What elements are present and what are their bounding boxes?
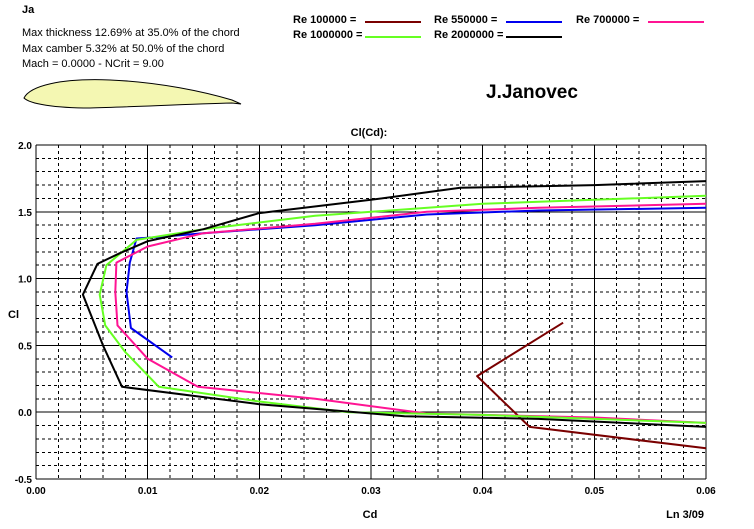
thickness-info: Max thickness 12.69% at 35.0% of the cho… xyxy=(22,27,240,39)
x-tick-label: 0.05 xyxy=(585,486,605,497)
series-line-3 xyxy=(98,194,707,424)
y-tick-label: 1.0 xyxy=(18,275,32,286)
chart-title: Cl(Cd): xyxy=(351,127,388,139)
legend-label: Re 2000000 = xyxy=(434,29,504,41)
y-tick-label: 1.5 xyxy=(18,208,32,219)
legend-label: Re 1000000 = xyxy=(293,29,363,41)
legend-swatch xyxy=(365,36,421,38)
author-label: J.Janovec xyxy=(486,82,578,103)
camber-info: Max camber 5.32% at 50.0% of the chord xyxy=(22,43,225,55)
airfoil-shape xyxy=(23,79,242,109)
x-tick-label: 0.01 xyxy=(138,486,158,497)
x-tick-label: 0.03 xyxy=(361,486,381,497)
y-tick-label: 0.5 xyxy=(18,341,32,352)
x-tick-label: 0.04 xyxy=(473,486,493,497)
legend-swatch xyxy=(506,21,562,23)
series-line-0 xyxy=(476,321,707,450)
y-tick-label: -0.5 xyxy=(15,475,33,486)
y-axis-label: Cl xyxy=(8,309,19,321)
legend-label: Re 100000 = xyxy=(293,14,357,26)
y-tick-label: 2.0 xyxy=(18,141,32,152)
legend-label: Re 550000 = xyxy=(434,14,498,26)
legend-swatch xyxy=(648,21,704,23)
legend-label: Re 700000 = xyxy=(576,14,640,26)
legend-swatch xyxy=(506,36,562,38)
x-tick-label: 0.06 xyxy=(696,486,716,497)
series-line-4 xyxy=(81,180,707,428)
series-line-1 xyxy=(125,206,707,359)
y-tick-label: 0.0 xyxy=(18,408,32,419)
mach-info: Mach = 0.0000 - NCrit = 9.00 xyxy=(22,58,164,70)
legend-swatch xyxy=(365,21,421,23)
x-tick-label: 0.00 xyxy=(26,486,46,497)
series-line-2 xyxy=(114,202,707,424)
x-axis-label: Cd xyxy=(363,509,378,521)
airfoil-name: Ja xyxy=(22,4,35,16)
footer-label: Ln 3/09 xyxy=(666,509,704,521)
x-tick-label: 0.02 xyxy=(250,486,270,497)
